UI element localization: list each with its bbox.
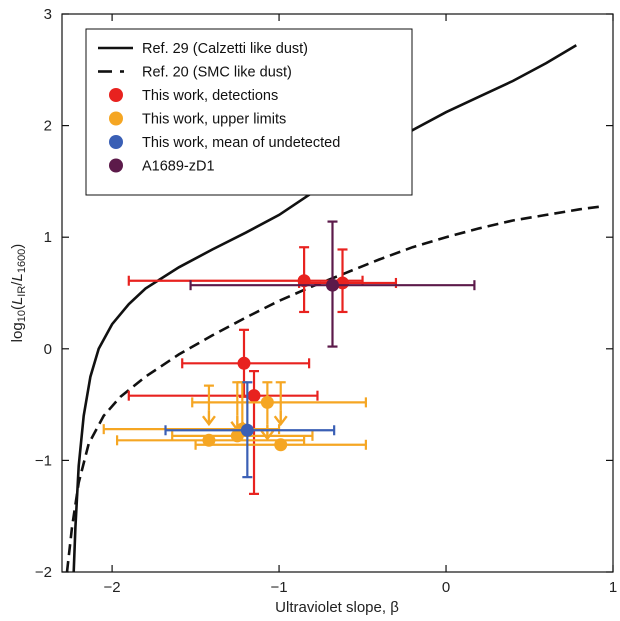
data-point	[237, 356, 251, 370]
y-tick-label: −2	[35, 564, 52, 581]
legend-label: Ref. 29 (Calzetti like dust)	[142, 41, 308, 57]
upper-limit-arrowhead	[201, 415, 216, 427]
data-point-group	[164, 381, 336, 479]
y-tick-label: 1	[44, 229, 52, 246]
upper-limit-arrowhead	[260, 429, 275, 441]
y-label-part: log	[9, 322, 26, 342]
y-label-part: L	[9, 297, 26, 305]
y-label-part: /	[9, 281, 26, 286]
data-point	[230, 429, 244, 443]
x-tick-label: 0	[442, 579, 450, 596]
x-axis-label: Ultraviolet slope, β	[275, 599, 399, 616]
legend-box	[85, 28, 413, 196]
legend-label: Ref. 20 (SMC like dust)	[142, 65, 292, 81]
points-layer	[102, 220, 476, 495]
y-label-subscript: 10	[16, 310, 28, 322]
data-point	[247, 389, 261, 403]
y-label-subscript: 1600	[16, 249, 28, 273]
upper-limit-arrowhead	[273, 415, 288, 427]
legend-label: This work, detections	[142, 88, 278, 104]
data-point	[240, 423, 254, 437]
data-point-group	[127, 370, 319, 495]
ticks-layer: −2 −1 0 1 −2 −1 0 1 2 3	[35, 6, 617, 596]
y-tick-label: 0	[44, 341, 52, 358]
calzetti-curve	[72, 44, 577, 573]
y-label-subscript: IR	[16, 286, 28, 297]
legend-swatch-marker	[109, 135, 123, 149]
x-tick-label: −2	[104, 579, 121, 596]
y-tick-label: −1	[35, 452, 52, 469]
data-point	[274, 438, 288, 452]
legend-label: This work, mean of undetected	[142, 135, 340, 151]
data-point-group	[115, 384, 306, 447]
smc-curve	[65, 204, 605, 573]
data-point-group	[181, 328, 311, 398]
y-label-part: (	[9, 305, 26, 310]
data-point	[325, 278, 339, 292]
legend-label: A1689-zD1	[142, 159, 215, 175]
y-axis-label: log10(LIR/L1600)	[9, 244, 28, 343]
data-point-group	[194, 381, 367, 452]
curves-layer	[65, 44, 605, 573]
legend-swatch-marker	[109, 88, 123, 102]
legend-swatch-marker	[109, 111, 123, 126]
data-point	[260, 395, 274, 409]
plot-frame	[61, 13, 614, 573]
x-tick-label: −1	[271, 579, 288, 596]
x-tick-label: 1	[609, 579, 617, 596]
y-tick-label: 2	[44, 118, 52, 135]
y-label-part: )	[9, 244, 26, 249]
data-point-group	[189, 220, 476, 348]
legend: Ref. 29 (Calzetti like dust) Ref. 20 (SMC…	[85, 28, 413, 196]
y-label-part: L	[9, 273, 26, 281]
legend-swatch-marker	[109, 158, 123, 173]
y-tick-label: 3	[44, 6, 52, 23]
legend-label: This work, upper limits	[142, 112, 286, 128]
data-point	[202, 433, 216, 447]
data-point-group	[191, 381, 367, 441]
